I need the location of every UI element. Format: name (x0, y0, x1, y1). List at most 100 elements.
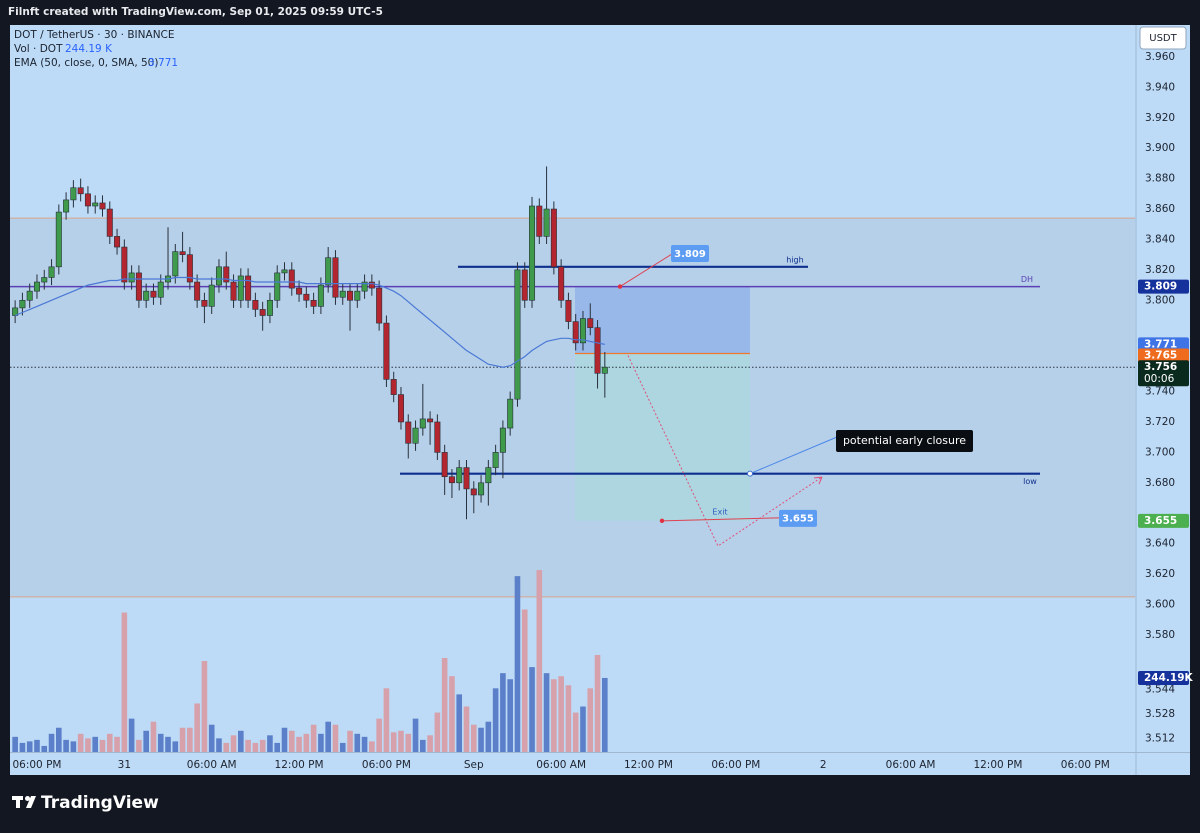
volume-bar (223, 742, 230, 752)
y-tick-label: 3.960 (1145, 51, 1175, 63)
volume-bar (602, 677, 608, 752)
volume-bar (594, 654, 601, 752)
stop-badge (671, 245, 709, 262)
stop-badge-text: 3.809 (674, 249, 706, 260)
x-tick-label: 06:00 PM (12, 759, 61, 771)
level-price-badge-bg (1138, 279, 1189, 294)
candle-body (106, 208, 113, 237)
candle-body (441, 452, 448, 478)
volume-bar (376, 718, 382, 752)
volume-bar (259, 739, 266, 752)
candle-body (587, 318, 594, 328)
candle-body (368, 281, 375, 289)
y-tick-label: 3.512 (1145, 732, 1175, 744)
volume-bar (34, 739, 40, 752)
candle-body (172, 251, 179, 277)
volume-bar (230, 735, 237, 752)
volume-bar (339, 742, 346, 752)
y-tick-label: 3.544 (1145, 684, 1175, 696)
volume-bar (252, 742, 259, 752)
y-tick-label: 3.640 (1145, 538, 1175, 550)
last-price-badge: 3.756 (1144, 361, 1177, 373)
target-price-badge-bg (1138, 513, 1189, 528)
candle-body (114, 236, 121, 248)
candle-body (157, 281, 164, 298)
y-tick-label: 3.600 (1145, 598, 1175, 610)
volume-bar (179, 727, 186, 752)
volume-bar (456, 694, 463, 752)
x-tick-label: 06:00 AM (886, 759, 936, 771)
volume-bar (128, 718, 135, 752)
volume-bar (587, 688, 594, 752)
ema-line (14, 276, 605, 368)
volume-bar (463, 706, 470, 752)
target-connector (661, 517, 780, 522)
volume-bar (529, 667, 535, 752)
candle-body (412, 427, 419, 444)
candle-body (317, 284, 324, 307)
candle-body (208, 284, 215, 307)
volume-bar (514, 576, 521, 752)
candle-body (259, 309, 266, 316)
candle-body (266, 299, 273, 316)
candle-body (332, 257, 339, 298)
volume-bar (245, 739, 251, 752)
shaded-range (10, 218, 1135, 597)
candle-body (230, 281, 237, 301)
ema-price-badge: 3.771 (1144, 338, 1177, 350)
legend-ema-name: EMA (50, close, 0, SMA, 50) (14, 57, 158, 69)
target-badge (779, 509, 817, 527)
candle-body (296, 287, 303, 295)
level-price-badge: 3.809 (1144, 281, 1177, 293)
projection-path (627, 355, 823, 547)
candle-body (303, 293, 310, 301)
volume-bar (77, 733, 84, 752)
candle-body (48, 266, 55, 278)
annotation-anchor (747, 470, 753, 477)
volume-bar (172, 741, 179, 752)
volume-bar (19, 742, 26, 752)
candle-body (252, 299, 259, 310)
volume-bar (288, 730, 295, 752)
volume-bar (310, 724, 317, 752)
volume-bar (201, 661, 208, 752)
volume-bar (92, 736, 99, 752)
y-tick-label: 3.528 (1145, 708, 1175, 720)
candle-body (434, 421, 441, 453)
header: Filnft created with TradingView.com, Sep… (8, 6, 383, 18)
x-tick-label: 06:00 PM (711, 759, 760, 771)
volume-bar (296, 736, 302, 752)
volume-bar (485, 721, 492, 752)
y-tick-label: 3.860 (1145, 203, 1175, 215)
volume-bar (208, 724, 215, 752)
candle-body (463, 467, 470, 490)
y-tick-label: 3.700 (1145, 446, 1175, 458)
entry-price-badge-bg (1138, 348, 1189, 363)
annotation-text: potential early closure (843, 434, 966, 447)
countdown: 00:06 (1144, 373, 1175, 385)
volume-bar (99, 739, 106, 752)
stop-connector (619, 253, 673, 288)
candle-body (565, 299, 572, 322)
target-dot (659, 518, 665, 524)
x-tick-label: 12:00 PM (973, 759, 1022, 771)
candle-body (521, 269, 528, 301)
y-tick-label: 3.740 (1145, 386, 1175, 398)
volume-bar (398, 730, 404, 752)
candle-body (536, 205, 543, 237)
volume-bar (572, 712, 579, 752)
annotation-connector (749, 436, 838, 475)
volume-bar (580, 706, 586, 752)
candle-body (397, 394, 404, 423)
volume-bar (56, 727, 62, 752)
position-reward-zone (575, 353, 750, 521)
candle-body (456, 467, 463, 484)
x-tick-label: 12:00 PM (624, 759, 673, 771)
candle-body (376, 287, 383, 324)
candle-body (485, 467, 492, 484)
volume-bar (478, 727, 484, 752)
candle-body (288, 269, 295, 289)
volume-bar (427, 735, 433, 752)
candle-body (390, 379, 397, 395)
candle-body (361, 281, 368, 292)
